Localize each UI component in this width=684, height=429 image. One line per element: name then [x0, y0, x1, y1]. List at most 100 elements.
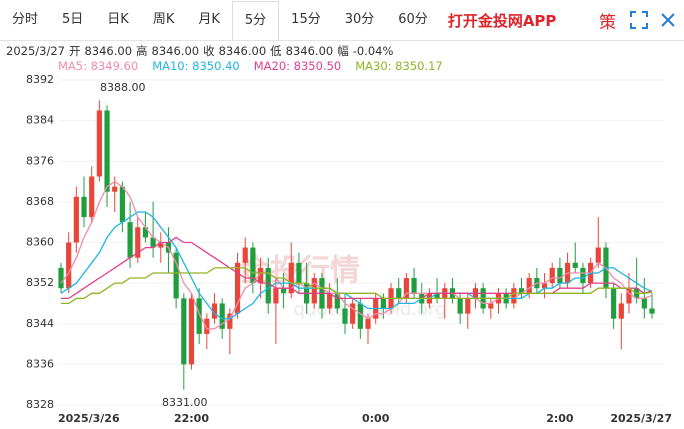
- candle-body: [472, 288, 479, 299]
- candle-body: [165, 242, 172, 253]
- ma-line: [60, 211, 653, 320]
- tab[interactable]: 60分: [398, 12, 428, 27]
- legend-entry: MA30: 8350.17: [355, 59, 443, 73]
- x-tick-label: 2:00: [546, 412, 574, 425]
- candle-body: [73, 196, 79, 243]
- low-annotation: 8331.00: [162, 396, 208, 409]
- candle-body: [564, 262, 571, 284]
- candle-body: [142, 227, 149, 238]
- candle-body: [58, 267, 64, 289]
- info-label: 高: [136, 44, 148, 58]
- candle-body: [649, 308, 655, 314]
- candle-body: [403, 278, 409, 299]
- x-tick-label: 0:00: [362, 412, 390, 425]
- candle-body: [434, 293, 440, 299]
- ma-line: [60, 180, 653, 330]
- y-tick-label: 8376: [26, 154, 54, 167]
- candle-body: [526, 278, 532, 294]
- candle-body: [104, 110, 110, 192]
- tab[interactable]: 月K: [198, 12, 220, 27]
- candle-body: [411, 278, 417, 294]
- tab[interactable]: 分时: [12, 12, 39, 27]
- candle-body: [626, 288, 632, 304]
- candle-body: [173, 252, 179, 299]
- candle-body: [66, 242, 72, 289]
- candle-body: [518, 288, 525, 294]
- info-label: 收: [203, 44, 215, 58]
- candle-body: [388, 288, 394, 309]
- candle-body: [150, 237, 156, 248]
- info-label: 幅: [337, 44, 349, 58]
- candle-body: [634, 288, 640, 299]
- candle-body: [557, 267, 563, 284]
- close-icon[interactable]: [660, 12, 676, 28]
- candle-body: [127, 222, 133, 258]
- candle-body: [457, 298, 463, 314]
- candle-body: [641, 298, 647, 309]
- candle-body: [89, 176, 95, 218]
- ma-line: [61, 236, 653, 300]
- candle-body: [188, 298, 195, 365]
- candle-body: [296, 262, 302, 284]
- tab[interactable]: 日K: [107, 12, 129, 27]
- candle-body: [595, 247, 601, 263]
- candle-body: [257, 267, 264, 284]
- candle-body: [449, 288, 456, 299]
- x-tick-label: 2025/3/26: [58, 412, 120, 425]
- candle-body: [273, 288, 279, 304]
- candle-body: [219, 303, 225, 329]
- legend-entry: MA5: 8349.60: [58, 59, 139, 73]
- app-link[interactable]: 打开金投网APP: [447, 11, 557, 30]
- candle-body: [426, 293, 433, 304]
- candle-body: [327, 293, 333, 309]
- candle-body: [603, 247, 609, 289]
- watermark-url: quote.cngold.org: [293, 299, 446, 320]
- y-tick-label: 8384: [26, 114, 54, 127]
- y-tick-label: 8392: [26, 73, 54, 86]
- candle-body: [357, 303, 363, 329]
- candle-body: [541, 283, 548, 289]
- candle-body: [227, 313, 233, 329]
- candle-body: [288, 262, 294, 294]
- candle-body: [373, 298, 379, 319]
- info-label: 开: [68, 44, 81, 58]
- candle-body: [365, 318, 371, 329]
- info-value: 8346.00: [218, 44, 267, 58]
- candle-body: [280, 288, 287, 294]
- candle-body: [618, 303, 624, 319]
- info-date: 2025/3/27: [6, 44, 65, 58]
- y-tick-label: 8328: [26, 398, 54, 411]
- tab[interactable]: 5日: [62, 12, 84, 27]
- candle-body: [242, 247, 248, 263]
- ma-line: [61, 267, 653, 305]
- candle-body: [396, 288, 402, 299]
- tab[interactable]: 周K: [152, 12, 175, 27]
- info-value: 8346.00: [151, 44, 200, 58]
- candle-body: [342, 308, 348, 324]
- candle-body: [495, 293, 502, 304]
- tab[interactable]: 30分: [344, 12, 375, 27]
- candle-body: [572, 262, 578, 268]
- candle-body: [135, 227, 141, 258]
- strategy-button[interactable]: 策: [599, 12, 616, 33]
- candle-body: [158, 242, 164, 248]
- ma-legend: MA5: 8349.60 MA10: 8350.40 MA20: 8350.50 MA…: [58, 59, 457, 73]
- legend-entry: MA20: 8350.50: [253, 59, 342, 73]
- legend-entry: MA10: 8350.40: [152, 59, 240, 73]
- candle-body: [119, 186, 126, 223]
- candle-body: [112, 186, 118, 192]
- info-value: 8346.00: [285, 44, 334, 58]
- info-value: 8346.00: [84, 44, 133, 58]
- tab[interactable]: 5分: [231, 0, 280, 40]
- fullscreen-icon[interactable]: [630, 11, 648, 29]
- candle-body: [511, 288, 517, 304]
- candle-body: [250, 247, 256, 284]
- candle-body: [480, 288, 486, 309]
- candle-body: [549, 267, 555, 284]
- tab[interactable]: 15分: [291, 12, 321, 27]
- info-value: -0.04%: [352, 44, 394, 58]
- candle-body: [419, 293, 425, 304]
- candle-body: [503, 293, 509, 304]
- y-tick-label: 8360: [26, 236, 54, 249]
